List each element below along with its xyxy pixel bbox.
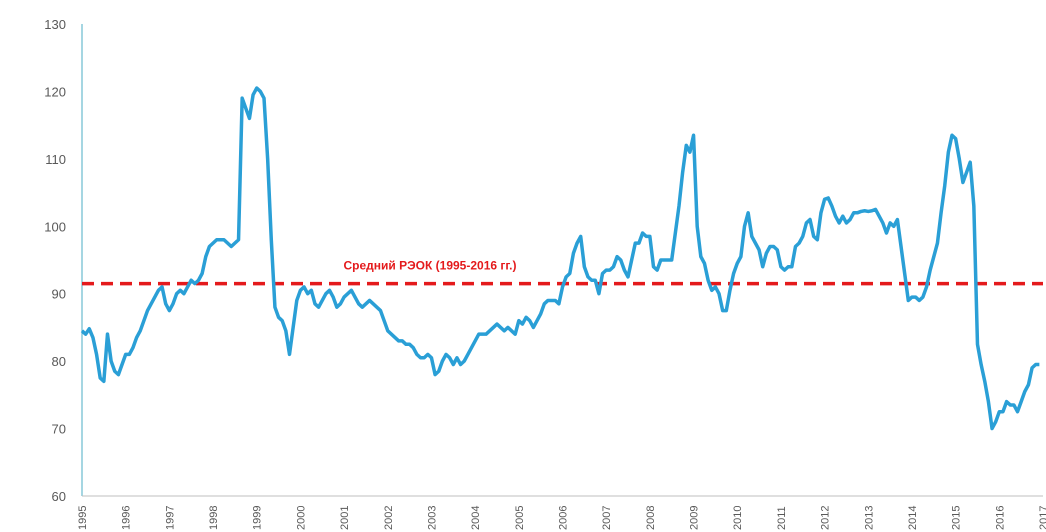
y-tick-label: 90 — [52, 287, 66, 302]
x-tick-label: 2007 — [601, 506, 613, 530]
x-tick-label: 2012 — [820, 506, 832, 530]
x-tick-label: 2014 — [907, 506, 919, 530]
y-tick-label: 100 — [44, 219, 66, 234]
x-tick-label: 2011 — [776, 506, 788, 530]
data-line — [80, 86, 1040, 431]
x-tick-label: 2004 — [470, 506, 482, 530]
x-tick-label: 2006 — [558, 506, 570, 530]
x-tick-label: 2001 — [339, 506, 351, 530]
x-tick-label: 2002 — [383, 506, 395, 530]
x-tick-label: 1998 — [208, 506, 220, 530]
x-tick-label: 2015 — [951, 506, 963, 530]
y-tick-label: 80 — [52, 354, 66, 369]
x-tick-label: 2017 — [1038, 506, 1046, 530]
x-tick-label: 1995 — [77, 506, 89, 530]
y-tick-label: 120 — [44, 84, 66, 99]
y-tick-label: 70 — [52, 422, 66, 437]
y-tick-label: 130 — [44, 17, 66, 32]
x-tick-label: 2009 — [689, 506, 701, 530]
x-tick-label: 2000 — [295, 506, 307, 530]
reference-label: Средний РЭОК (1995-2016 гг.) — [344, 259, 517, 273]
x-tick-label: 1996 — [121, 506, 133, 530]
x-tick-label: 2016 — [994, 506, 1006, 530]
x-tick-label: 1997 — [164, 506, 176, 530]
x-tick-label: 2013 — [863, 506, 875, 530]
y-tick-label: 60 — [52, 489, 66, 504]
x-tick-label: 2003 — [426, 506, 438, 530]
y-tick-label: 110 — [45, 152, 66, 167]
x-tick-label: 2010 — [732, 506, 744, 530]
x-tick-label: 1999 — [252, 506, 264, 530]
x-tick-label: 2008 — [645, 506, 657, 530]
x-tick-label: 2005 — [514, 506, 526, 530]
